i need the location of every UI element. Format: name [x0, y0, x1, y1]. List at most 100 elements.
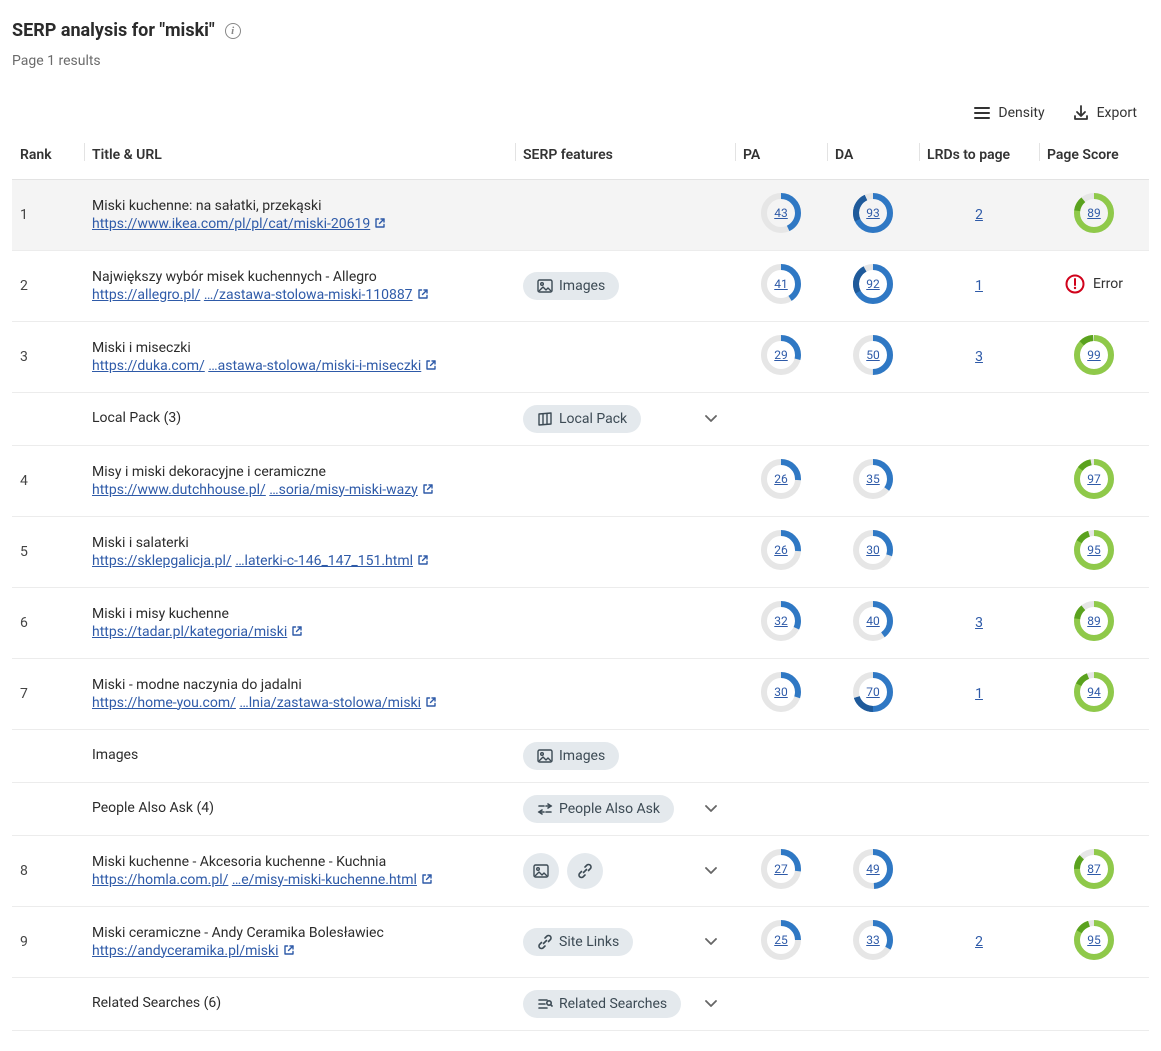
- rank-cell: 8: [12, 836, 84, 907]
- result-title: Miski kuchenne: na sałatki, przekąski: [92, 198, 507, 214]
- lrds-link[interactable]: 1: [975, 686, 983, 702]
- chevron-down-icon[interactable]: [705, 996, 717, 1012]
- feature-pill-site_links[interactable]: Site Links: [523, 928, 633, 956]
- result-url[interactable]: https://tadar.pl/kategoria/miski: [92, 624, 287, 640]
- metric-donut[interactable]: 26: [760, 529, 802, 571]
- lrds-link[interactable]: 3: [975, 615, 983, 631]
- metric-donut[interactable]: 93: [852, 192, 894, 234]
- feature-row-label: Related Searches (6): [92, 995, 507, 1011]
- table-row: 9 Miski ceramiczne - Andy Ceramika Boles…: [12, 907, 1149, 978]
- metric-donut[interactable]: 92: [852, 263, 894, 305]
- metric-donut[interactable]: 32: [760, 600, 802, 642]
- feature-pill-images[interactable]: Images: [523, 742, 619, 770]
- metric-donut[interactable]: 27: [760, 848, 802, 890]
- result-url-suffix[interactable]: …e/misy-miski-kuchenne.html: [232, 872, 417, 888]
- export-button[interactable]: Export: [1073, 105, 1137, 121]
- table-row: 3 Miski i miseczki https://duka.com/ …as…: [12, 322, 1149, 393]
- result-url[interactable]: https://www.ikea.com/pl/pl/cat/miski-206…: [92, 216, 370, 232]
- link_icon[interactable]: [567, 853, 603, 889]
- metric-donut[interactable]: 50: [852, 334, 894, 376]
- result-url-suffix[interactable]: …lnia/zastawa-stolowa/miski: [239, 695, 421, 711]
- table-row: 4 Misy i miski dekoracyjne i ceramiczne …: [12, 446, 1149, 517]
- score-donut[interactable]: 94: [1073, 671, 1115, 713]
- metric-donut[interactable]: 30: [760, 671, 802, 713]
- result-url-prefix[interactable]: https://home-you.com/: [92, 695, 236, 711]
- col-title[interactable]: Title & URL: [84, 137, 515, 180]
- score-donut[interactable]: 95: [1073, 919, 1115, 961]
- result-url-suffix[interactable]: …laterki-c-146_147_151.html: [235, 553, 413, 569]
- col-lrds[interactable]: LRDs to page: [919, 137, 1039, 180]
- metric-donut[interactable]: 29: [760, 334, 802, 376]
- export-icon: [1073, 105, 1089, 121]
- chevron-down-icon[interactable]: [705, 801, 717, 817]
- rank-cell: 7: [12, 659, 84, 730]
- col-rank[interactable]: Rank: [12, 137, 84, 180]
- metric-donut[interactable]: 40: [852, 600, 894, 642]
- metric-donut[interactable]: 35: [852, 458, 894, 500]
- external-link-icon: [425, 359, 437, 375]
- external-link-icon: [417, 288, 429, 304]
- external-link-icon: [421, 873, 433, 889]
- score-donut[interactable]: 97: [1073, 458, 1115, 500]
- result-url-prefix[interactable]: https://allegro.pl/: [92, 287, 200, 303]
- images_icon[interactable]: [523, 853, 559, 889]
- table-row: 6 Miski i misy kuchenne https://tadar.pl…: [12, 588, 1149, 659]
- metric-donut[interactable]: 41: [760, 263, 802, 305]
- score-donut[interactable]: 89: [1073, 600, 1115, 642]
- result-title: Miski kuchenne - Akcesoria kuchenne - Ku…: [92, 854, 507, 870]
- result-url[interactable]: https://andyceramika.pl/miski: [92, 943, 279, 959]
- result-title: Miski ceramiczne - Andy Ceramika Bolesła…: [92, 925, 507, 941]
- result-url-prefix[interactable]: https://homla.com.pl/: [92, 872, 228, 888]
- metric-donut[interactable]: 26: [760, 458, 802, 500]
- chevron-down-icon[interactable]: [705, 863, 717, 879]
- result-url-prefix[interactable]: https://duka.com/: [92, 358, 205, 374]
- rank-cell: 1: [12, 180, 84, 251]
- feature-pill-people_also_ask[interactable]: People Also Ask: [523, 795, 674, 823]
- metric-donut[interactable]: 33: [852, 919, 894, 961]
- feature-row-label: Images: [92, 747, 507, 763]
- result-title: Największy wybór misek kuchennych - Alle…: [92, 269, 507, 285]
- chevron-down-icon[interactable]: [705, 934, 717, 950]
- result-url-prefix[interactable]: https://sklepgalicja.pl/: [92, 553, 232, 569]
- page-subtitle: Page 1 results: [12, 53, 1149, 69]
- feature-row-label: People Also Ask (4): [92, 800, 507, 816]
- rank-cell: 5: [12, 517, 84, 588]
- result-title: Miski i misy kuchenne: [92, 606, 507, 622]
- metric-donut[interactable]: 43: [760, 192, 802, 234]
- external-link-icon: [417, 554, 429, 570]
- table-row: 8 Miski kuchenne - Akcesoria kuchenne - …: [12, 836, 1149, 907]
- page-title: SERP analysis for "miski" i: [12, 20, 1149, 41]
- rank-cell: 4: [12, 446, 84, 517]
- metric-donut[interactable]: 30: [852, 529, 894, 571]
- external-link-icon: [422, 483, 434, 499]
- score-donut[interactable]: 89: [1073, 192, 1115, 234]
- lrds-link[interactable]: 1: [975, 278, 983, 294]
- metric-donut[interactable]: 49: [852, 848, 894, 890]
- result-url-suffix[interactable]: …astawa-stolowa/miski-i-miseczki: [208, 358, 421, 374]
- col-features[interactable]: SERP features: [515, 137, 735, 180]
- result-url-suffix[interactable]: …/zastawa-stolowa-miski-110887: [204, 287, 413, 303]
- metric-donut[interactable]: 70: [852, 671, 894, 713]
- table-row: People Also Ask (4) People Also Ask: [12, 783, 1149, 836]
- feature-pill-local_pack[interactable]: Local Pack: [523, 405, 641, 433]
- chevron-down-icon[interactable]: [705, 411, 717, 427]
- result-url-prefix[interactable]: https://www.dutchhouse.pl/: [92, 482, 266, 498]
- score-donut[interactable]: 95: [1073, 529, 1115, 571]
- lrds-link[interactable]: 2: [975, 934, 983, 950]
- col-score[interactable]: Page Score: [1039, 137, 1149, 180]
- info-icon[interactable]: i: [225, 23, 241, 39]
- feature-pill-related_searches[interactable]: Related Searches: [523, 990, 681, 1018]
- table-row: Related Searches (6) Related Searches: [12, 978, 1149, 1031]
- lrds-link[interactable]: 2: [975, 207, 983, 223]
- lrds-link[interactable]: 3: [975, 349, 983, 365]
- col-da[interactable]: DA: [827, 137, 919, 180]
- result-url-suffix[interactable]: …soria/misy-miski-wazy: [269, 482, 418, 498]
- feature-pill-images[interactable]: Images: [523, 272, 619, 300]
- col-pa[interactable]: PA: [735, 137, 827, 180]
- density-button[interactable]: Density: [974, 105, 1044, 121]
- metric-donut[interactable]: 25: [760, 919, 802, 961]
- score-donut[interactable]: 99: [1073, 334, 1115, 376]
- score-donut[interactable]: 87: [1073, 848, 1115, 890]
- table-row: Local Pack (3) Local Pack: [12, 393, 1149, 446]
- result-title: Miski - modne naczynia do jadalni: [92, 677, 507, 693]
